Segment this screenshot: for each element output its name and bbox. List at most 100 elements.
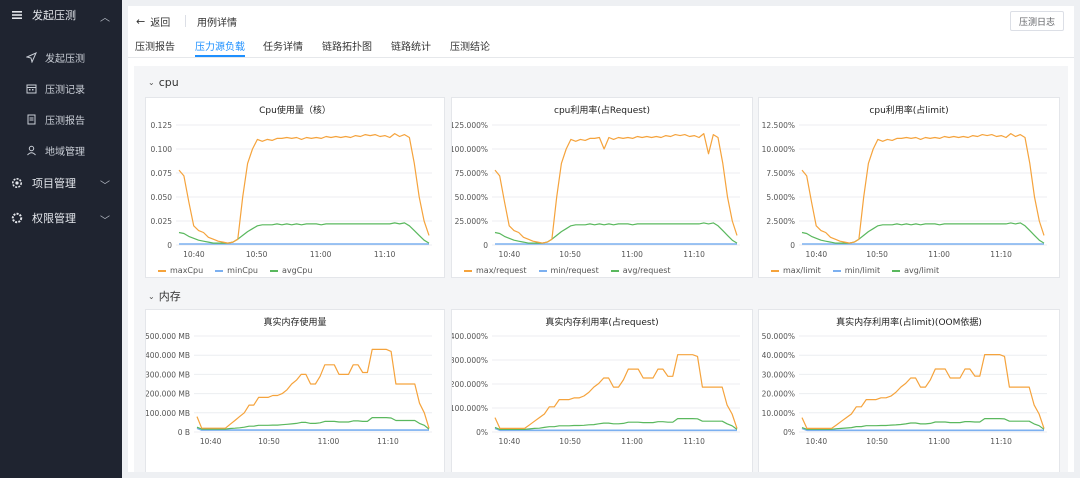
legend-label: max/request <box>476 266 527 275</box>
series-line-avg[interactable] <box>196 416 430 430</box>
y-tick-label: 100.000% <box>452 404 488 413</box>
y-tick-label: 300.000 MB <box>146 370 190 379</box>
send-icon <box>25 52 37 64</box>
series-line-min[interactable] <box>196 427 429 431</box>
legend-swatch <box>464 269 472 272</box>
back-button[interactable]: ← 返回 <box>136 14 170 29</box>
sidebar-group-permission[interactable]: 权限管理 ﹀ <box>0 203 122 233</box>
series-line-avgrequest[interactable] <box>494 222 738 244</box>
y-tick-label: 5.000% <box>766 193 795 202</box>
series-line-max[interactable] <box>801 353 1045 430</box>
sidebar-group-project[interactable]: 项目管理 ﹀ <box>0 168 122 198</box>
y-tick-label: 0.100 <box>151 145 173 154</box>
y-tick-label: 0 <box>167 241 172 250</box>
legend-label: min/request <box>550 266 599 275</box>
series-line-min[interactable] <box>494 427 737 432</box>
y-tick-label: 12.500% <box>762 121 795 130</box>
legend-swatch <box>158 269 166 272</box>
x-tick-label: 10:50 <box>246 250 268 259</box>
series-line-avg[interactable] <box>494 417 738 431</box>
series-line-maxlimit[interactable] <box>801 132 1045 244</box>
legend-item[interactable]: max/request <box>464 266 527 275</box>
chevron-up-icon: ︿ <box>100 13 110 24</box>
sidebar-item-region[interactable]: 地域管理 <box>0 135 122 166</box>
y-tick-label: 50.000% <box>455 193 488 202</box>
series-line-avgcpu[interactable] <box>178 222 430 244</box>
tab-task-detail[interactable]: 任务详情 <box>263 42 303 53</box>
legend-item[interactable]: maxCpu <box>158 266 203 275</box>
x-tick-label: 10:40 <box>499 437 521 446</box>
series-line-avglimit[interactable] <box>801 222 1045 244</box>
sidebar-group-label: 权限管理 <box>32 212 76 225</box>
chevron-down-icon: ﹀ <box>100 181 110 192</box>
chevron-down-icon: ⌄ <box>148 291 155 301</box>
gear-icon <box>10 176 24 190</box>
x-tick-label: 11:00 <box>621 437 643 446</box>
legend-item[interactable]: avg/request <box>610 266 671 275</box>
x-tick-label: 11:10 <box>377 437 399 446</box>
legend-item[interactable]: avgCpu <box>270 266 312 275</box>
test-log-button[interactable]: 压测日志 <box>1010 11 1064 31</box>
chart-legend: max/request min/request avg/request <box>464 266 683 275</box>
y-tick-label: 0 <box>790 241 795 250</box>
tab-conclusion[interactable]: 压测结论 <box>450 42 490 53</box>
tab-link-stats[interactable]: 链路统计 <box>391 42 431 53</box>
y-tick-label: 40.000% <box>762 351 795 360</box>
chart-legend: max/limit min/limit avg/limit <box>771 266 951 275</box>
series-line-max[interactable] <box>196 348 430 429</box>
sidebar-item-records[interactable]: 压测记录 <box>0 73 122 104</box>
section-cpu[interactable]: ⌄ cpu <box>148 76 179 89</box>
x-tick-label: 11:00 <box>310 250 332 259</box>
user-icon <box>25 145 37 157</box>
line-chart: 0 0.025 0.050 0.075 0.100 0.125 10:40 10:50 11:0… <box>151 121 432 259</box>
chart-panel-cpu-limit: cpu利用率(占limit) 0 2.500% 5.000% 7.500% 10.000… <box>758 97 1060 278</box>
series-line-max[interactable] <box>494 354 738 430</box>
x-tick-label: 10:50 <box>559 250 581 259</box>
y-tick-label: 100.000 MB <box>146 409 190 418</box>
legend-label: avgCpu <box>282 266 313 275</box>
tab-report[interactable]: 压测报告 <box>135 42 175 53</box>
series-line-min[interactable] <box>801 427 1044 432</box>
x-tick-label: 10:50 <box>866 437 888 446</box>
section-memory[interactable]: ⌄ 内存 <box>148 288 181 304</box>
y-tick-label: 30.000% <box>762 370 795 379</box>
sidebar-item-label: 压测记录 <box>45 85 85 96</box>
menu-icon <box>10 8 24 22</box>
sidebar-item-label: 地域管理 <box>45 147 85 158</box>
x-tick-label: 11:10 <box>374 250 396 259</box>
y-tick-label: 300.000% <box>452 356 488 365</box>
y-tick-label: 0% <box>476 428 488 437</box>
y-tick-label: 7.500% <box>766 169 795 178</box>
x-tick-label: 10:50 <box>866 250 888 259</box>
legend-item[interactable]: avg/limit <box>892 266 939 275</box>
line-chart: 0 2.500% 5.000% 7.500% 10.000% 12.500% 10:40 10… <box>762 121 1047 259</box>
sidebar-group-launch[interactable]: 发起压测 ︿ <box>0 0 122 30</box>
tab-source-load[interactable]: 压力源负载 <box>195 38 245 57</box>
y-tick-label: 0% <box>783 428 795 437</box>
x-tick-label: 10:40 <box>806 437 828 446</box>
sidebar-item-launch[interactable]: 发起压测 <box>0 42 122 73</box>
line-chart: 0% 10.000% 20.000% 30.000% 40.000% 50.000% 10:… <box>762 332 1047 446</box>
series-line-maxrequest[interactable] <box>494 132 738 244</box>
sidebar-item-label: 压测报告 <box>45 116 85 127</box>
y-tick-label: 10.000% <box>762 145 795 154</box>
calendar-icon <box>25 83 37 95</box>
x-tick-label: 11:00 <box>318 437 340 446</box>
line-chart: 0 B 100.000 MB 200.000 MB 300.000 MB 400.000… <box>146 332 432 446</box>
sidebar-group-label: 项目管理 <box>32 177 76 190</box>
sidebar-item-label: 发起压测 <box>45 54 85 65</box>
sidebar-item-report[interactable]: 压测报告 <box>0 104 122 135</box>
legend-item[interactable]: minCpu <box>215 266 258 275</box>
y-tick-label: 400.000 MB <box>146 351 190 360</box>
legend-item[interactable]: min/request <box>538 266 599 275</box>
chart-panel-mem-limit: 真实内存利用率(占limit)(OOM依据) 0% 10.000% 20.000% 3… <box>758 309 1060 472</box>
chart-title: 真实内存利用率(占limit)(OOM依据) <box>836 318 982 328</box>
legend-item[interactable]: min/limit <box>832 266 880 275</box>
legend-swatch <box>892 269 901 272</box>
tab-topology[interactable]: 链路拓扑图 <box>322 42 372 53</box>
x-tick-label: 10:40 <box>200 437 222 446</box>
series-line-avg[interactable] <box>801 417 1045 430</box>
legend-item[interactable]: max/limit <box>771 266 821 275</box>
series-line-maxcpu[interactable] <box>178 132 430 244</box>
dashboard-content: ⌄ cpu Cpu使用量（核） 0 0.025 0.050 0.075 0.100 0.1… <box>134 66 1068 472</box>
